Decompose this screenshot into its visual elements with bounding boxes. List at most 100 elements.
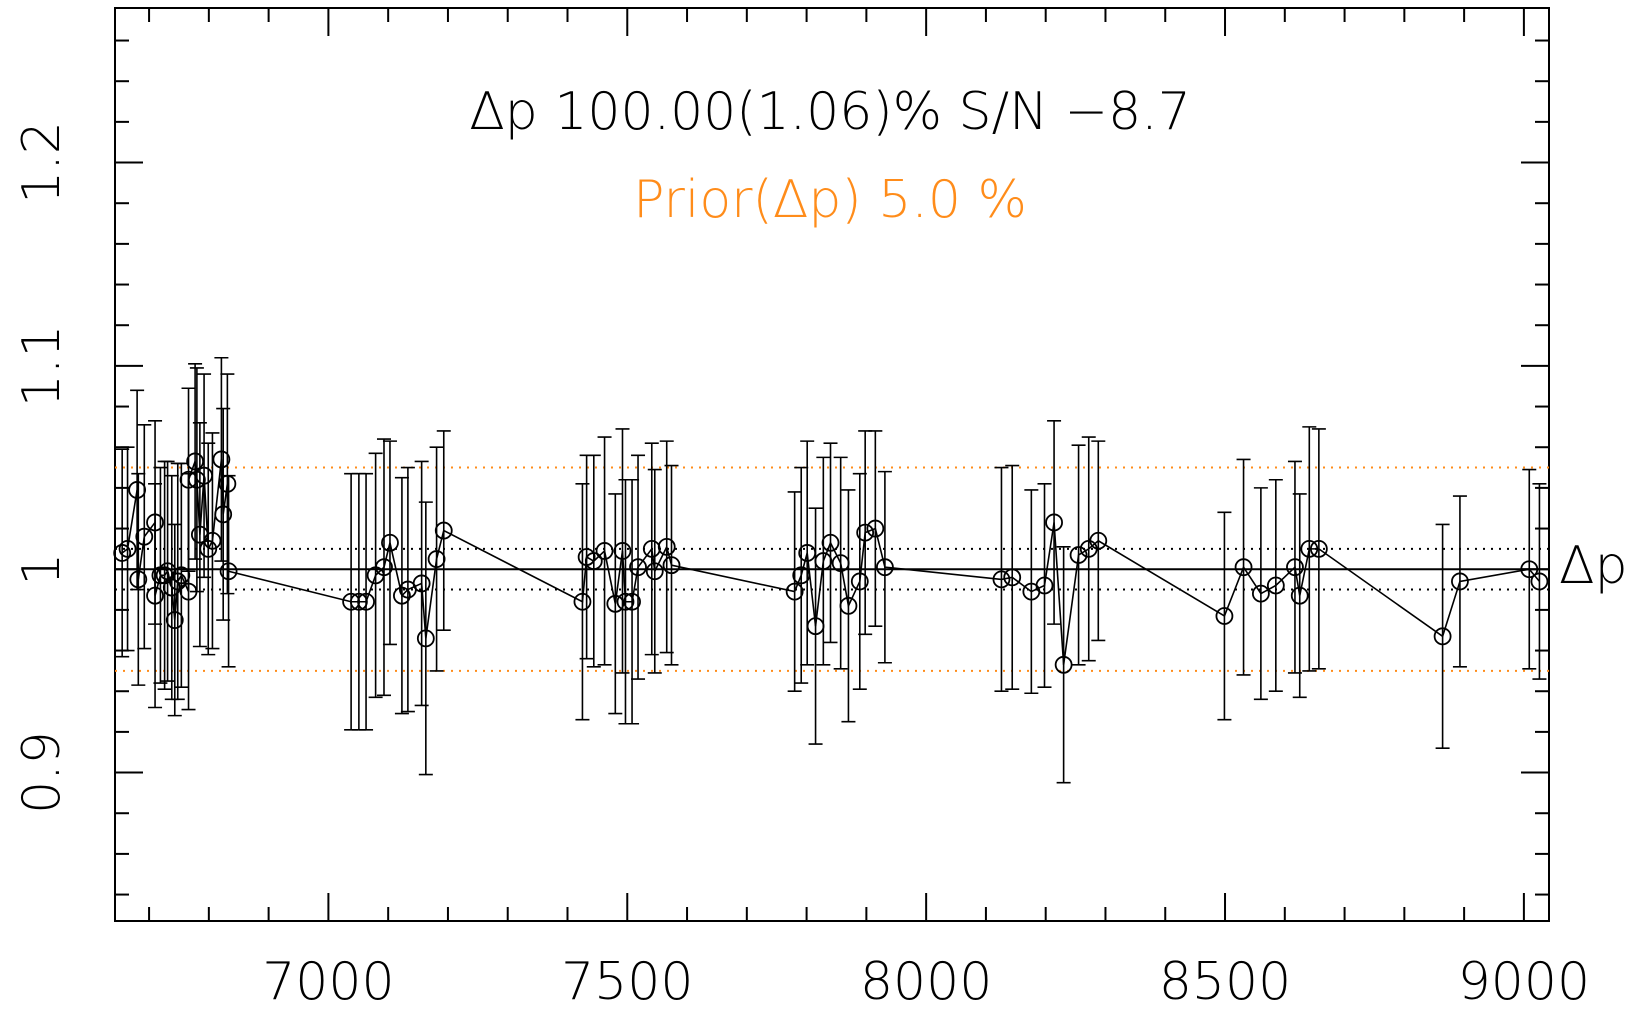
data-point (1300, 539, 1319, 558)
data-point (1451, 572, 1469, 591)
error-bar (1522, 468, 1537, 670)
error-bar (400, 466, 415, 713)
right-label: Δp (1559, 536, 1628, 596)
error-bar (664, 464, 679, 666)
data-point (212, 450, 231, 469)
error-bar (131, 472, 146, 686)
data-point (657, 537, 676, 556)
error-bar (1268, 478, 1283, 693)
data-point (839, 596, 858, 615)
data-point (199, 539, 218, 558)
x-tick-label: 7000 (262, 952, 394, 1012)
data-point (792, 566, 811, 585)
data-point (412, 574, 431, 593)
error-bar (994, 466, 1009, 693)
error-bar (800, 440, 815, 666)
error-bar (1236, 458, 1251, 676)
data-point (162, 578, 181, 597)
data-point (165, 611, 184, 629)
data-point (662, 556, 681, 575)
error-bar (787, 491, 802, 693)
data-point (416, 629, 435, 648)
data-point (135, 527, 154, 546)
data-point (1433, 627, 1452, 646)
y-tick-label: 1.1 (12, 325, 72, 408)
error-bar (1037, 483, 1052, 688)
data-point (203, 531, 222, 550)
data-point (1286, 558, 1304, 577)
data-point (1045, 513, 1063, 532)
error-bar (170, 462, 185, 701)
data-line (121, 459, 1541, 665)
error-bar (644, 442, 659, 656)
data-point (1520, 560, 1539, 579)
error-bar (1091, 440, 1106, 642)
data-point (172, 566, 191, 585)
data-point (146, 586, 164, 605)
data-point (1035, 576, 1054, 595)
data-point (856, 523, 875, 542)
annotation: Δp 100.00(1.06)% S/N −8.7 (469, 82, 1191, 142)
data-point (1251, 584, 1270, 603)
y-tick-label: 1 (12, 553, 72, 586)
data-point (814, 552, 833, 570)
plot-frame (114, 7, 1550, 922)
error-bar (120, 446, 135, 652)
error-bar (1217, 511, 1232, 721)
data-point (821, 533, 840, 552)
data-point (1266, 576, 1285, 595)
data-point (1003, 568, 1022, 587)
error-bar (436, 430, 451, 632)
data-point (427, 550, 446, 568)
error-bar (205, 432, 220, 650)
error-bar (1056, 546, 1071, 784)
error-bar (1071, 444, 1086, 666)
error-bar (221, 474, 236, 668)
x-tick-label: 9000 (1458, 952, 1590, 1012)
annotation: Prior(Δp) 5.0 % (633, 170, 1027, 230)
y-tick-label: 0.9 (12, 731, 72, 814)
x-tick-label: 8500 (1159, 952, 1291, 1012)
error-bar (877, 470, 892, 664)
data-point (1215, 607, 1234, 625)
data-point (375, 558, 393, 577)
error-bar (130, 389, 145, 591)
data-point (113, 544, 132, 562)
error-bar (1081, 436, 1096, 662)
error-bar (608, 493, 623, 715)
error-bar (359, 472, 374, 731)
error-bar (137, 424, 152, 650)
data-point (850, 572, 869, 591)
error-bar (1005, 464, 1020, 690)
error-bar (631, 454, 646, 680)
data-point (616, 592, 635, 611)
error-bar (418, 501, 433, 776)
data-point (1309, 539, 1328, 558)
error-bar (615, 428, 630, 674)
error-bar (597, 436, 612, 666)
error-bar (794, 466, 809, 684)
error-bar (1292, 493, 1307, 699)
error-bar (1452, 495, 1467, 668)
data-point (613, 542, 632, 560)
x-tick-label: 7500 (561, 952, 693, 1012)
data-point (393, 586, 411, 605)
x-tick-label: 8000 (860, 952, 992, 1012)
data-point (1089, 531, 1108, 550)
data-point (866, 519, 885, 538)
data-point (186, 452, 204, 471)
error-bar (586, 454, 601, 668)
data-point (595, 542, 614, 560)
error-bar (1253, 487, 1268, 701)
data-point (992, 570, 1011, 589)
error-bar (833, 456, 848, 670)
data-point (129, 570, 148, 589)
error-bar (868, 430, 883, 627)
error-bar (376, 438, 391, 697)
error-bar (220, 373, 235, 595)
error-bar (1024, 489, 1039, 695)
data-point (785, 582, 804, 601)
error-bar (647, 468, 662, 674)
error-bar (174, 462, 189, 688)
